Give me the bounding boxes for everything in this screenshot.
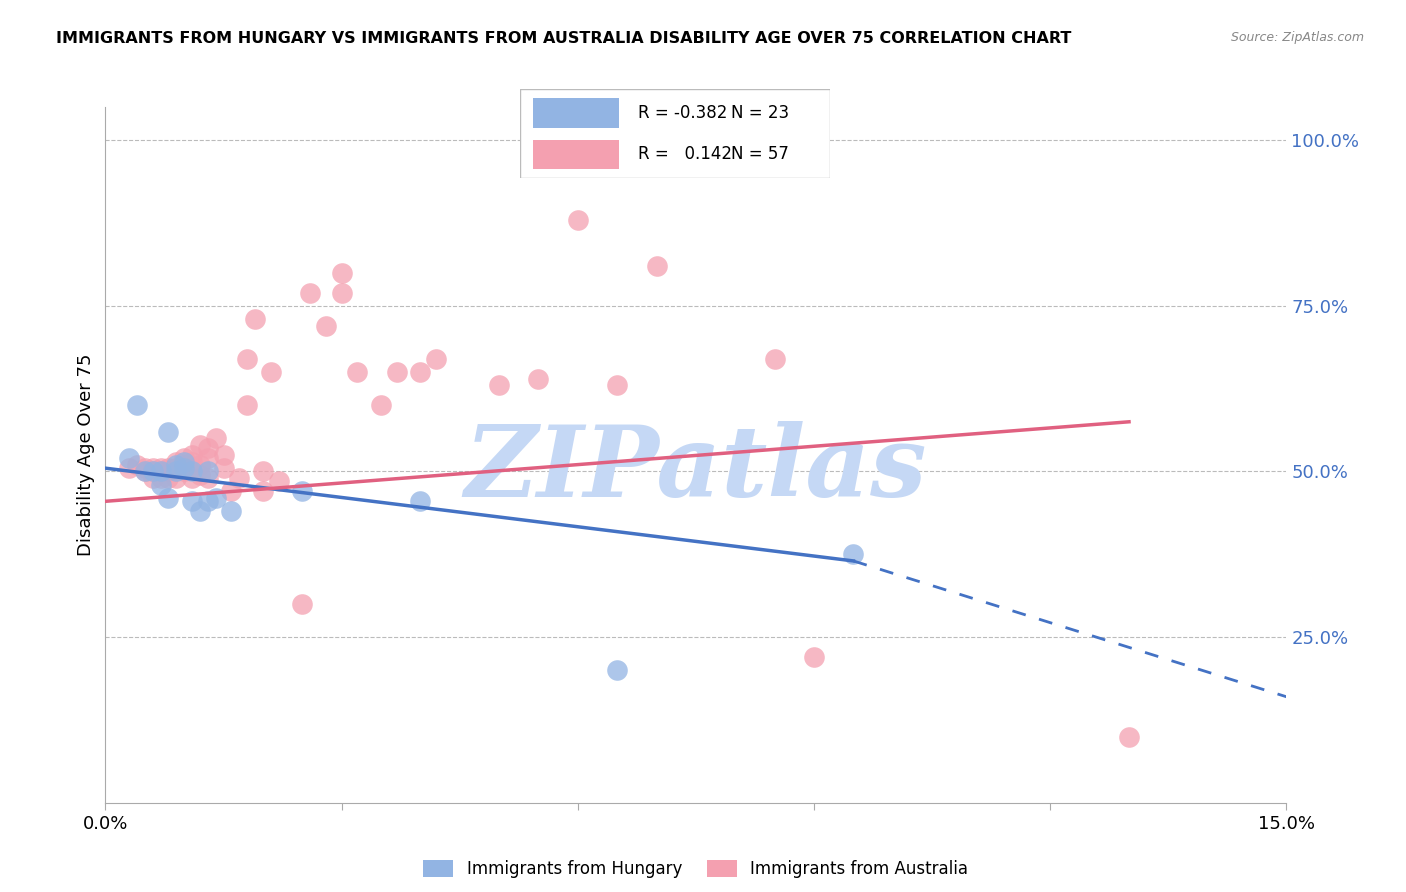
Point <box>763 351 786 366</box>
Point <box>330 266 353 280</box>
Point <box>409 365 432 379</box>
Point <box>134 461 156 475</box>
Point <box>409 494 432 508</box>
Point <box>142 471 165 485</box>
Point <box>567 212 589 227</box>
Point <box>197 465 219 479</box>
Point <box>221 504 243 518</box>
Text: IMMIGRANTS FROM HUNGARY VS IMMIGRANTS FROM AUSTRALIA DISABILITY AGE OVER 75 CORR: IMMIGRANTS FROM HUNGARY VS IMMIGRANTS FR… <box>56 31 1071 46</box>
Point <box>149 471 172 485</box>
Point <box>645 259 668 273</box>
Point <box>243 312 266 326</box>
Point <box>228 471 250 485</box>
Point <box>173 451 195 466</box>
Point <box>385 365 408 379</box>
Point <box>157 471 180 485</box>
Point <box>165 471 187 485</box>
Point <box>188 438 211 452</box>
Point <box>197 442 219 456</box>
Text: N = 23: N = 23 <box>731 104 789 122</box>
Point <box>197 494 219 508</box>
Point <box>134 465 156 479</box>
Bar <box>533 98 619 128</box>
Point <box>425 351 447 366</box>
Point <box>165 465 187 479</box>
Point <box>181 454 204 468</box>
Point <box>173 465 195 479</box>
Point <box>236 398 259 412</box>
Point <box>488 378 510 392</box>
Point <box>157 465 180 479</box>
Point <box>157 491 180 505</box>
Point <box>1118 730 1140 744</box>
Point <box>142 461 165 475</box>
Point <box>157 461 180 475</box>
Point <box>204 491 226 505</box>
Point <box>173 461 195 475</box>
Point <box>181 448 204 462</box>
Point <box>527 372 550 386</box>
Point <box>370 398 392 412</box>
Point <box>267 475 290 489</box>
Point <box>803 650 825 665</box>
Point <box>291 484 314 499</box>
Point <box>346 365 368 379</box>
Point <box>188 504 211 518</box>
Point <box>252 465 274 479</box>
Point <box>118 451 141 466</box>
Point <box>173 454 195 468</box>
Point <box>149 465 172 479</box>
Y-axis label: Disability Age Over 75: Disability Age Over 75 <box>77 353 96 557</box>
Legend: Immigrants from Hungary, Immigrants from Australia: Immigrants from Hungary, Immigrants from… <box>416 854 976 885</box>
Point <box>149 477 172 491</box>
Point <box>157 425 180 439</box>
Point <box>118 461 141 475</box>
FancyBboxPatch shape <box>520 89 830 178</box>
Point <box>197 471 219 485</box>
Point <box>260 365 283 379</box>
Point <box>165 458 187 472</box>
Point <box>252 484 274 499</box>
Point <box>212 448 235 462</box>
Bar <box>533 140 619 169</box>
Point <box>606 663 628 677</box>
Point <box>181 465 204 479</box>
Point <box>204 431 226 445</box>
Point <box>125 458 148 472</box>
Point <box>181 494 204 508</box>
Point <box>197 451 219 466</box>
Point <box>842 547 865 561</box>
Point <box>236 351 259 366</box>
Point <box>125 398 148 412</box>
Text: R =   0.142: R = 0.142 <box>638 145 731 163</box>
Point <box>606 378 628 392</box>
Text: R = -0.382: R = -0.382 <box>638 104 727 122</box>
Point <box>134 465 156 479</box>
Point <box>299 285 322 300</box>
Point <box>142 465 165 479</box>
Point <box>165 454 187 468</box>
Point <box>165 461 187 475</box>
Point <box>188 458 211 472</box>
Point <box>212 461 235 475</box>
Point <box>188 467 211 482</box>
Point <box>221 484 243 499</box>
Point <box>315 318 337 333</box>
Point <box>291 597 314 611</box>
Point <box>181 471 204 485</box>
Point <box>149 465 172 479</box>
Point <box>142 465 165 479</box>
Point <box>330 285 353 300</box>
Text: ZIPatlas: ZIPatlas <box>465 421 927 517</box>
Text: Source: ZipAtlas.com: Source: ZipAtlas.com <box>1230 31 1364 45</box>
Point <box>149 461 172 475</box>
Text: N = 57: N = 57 <box>731 145 789 163</box>
